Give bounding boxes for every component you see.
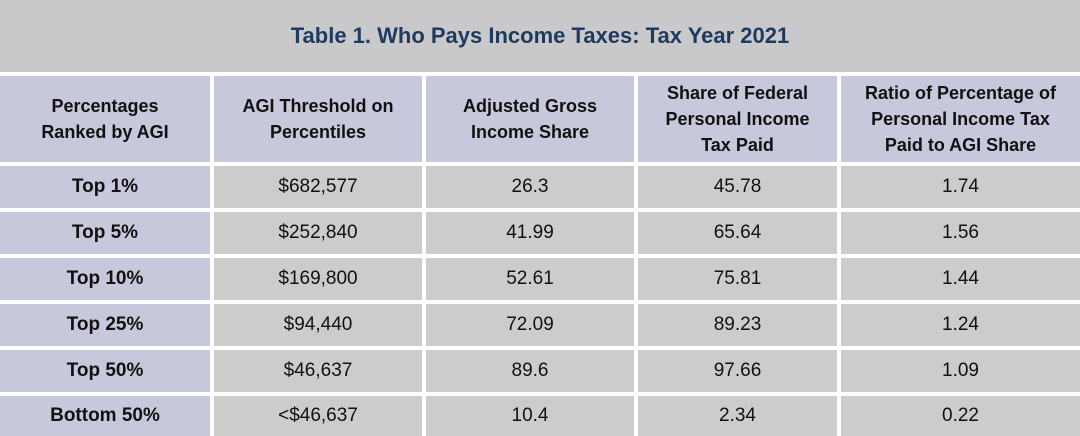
header-line: AGI Threshold on <box>242 96 394 116</box>
header-line: Income Share <box>470 122 590 142</box>
header-line: Paid to AGI Share <box>884 135 1037 155</box>
table-row: Top 25% $94,440 72.09 89.23 1.24 <box>0 300 1080 346</box>
header-line: Ranked by AGI <box>41 122 169 142</box>
header-line: Personal Income <box>665 109 810 129</box>
row-label: Bottom 50% <box>0 392 210 436</box>
row-label: Top 1% <box>0 162 210 208</box>
header-ratio: Ratio of Percentage of Personal Income T… <box>837 72 1080 162</box>
header-agi-share: Adjusted Gross Income Share <box>422 72 634 162</box>
header-percentages-ranked: Percentages Ranked by AGI <box>0 72 210 162</box>
row-label: Top 10% <box>0 254 210 300</box>
table-row: Top 10% $169,800 52.61 75.81 1.44 <box>0 254 1080 300</box>
cell-ratio: 1.56 <box>837 208 1080 254</box>
table-title: Table 1. Who Pays Income Taxes: Tax Year… <box>290 23 790 48</box>
cell-ratio: 1.44 <box>837 254 1080 300</box>
header-line: Percentiles <box>269 122 367 142</box>
row-label: Top 50% <box>0 346 210 392</box>
cell-agi-share: 26.3 <box>422 162 634 208</box>
cell-agi-share: 89.6 <box>422 346 634 392</box>
cell-ratio: 1.74 <box>837 162 1080 208</box>
header-line: Personal Income Tax <box>871 109 1050 129</box>
cell-tax-share: 65.64 <box>634 208 837 254</box>
header-row: Percentages Ranked by AGI AGI Threshold … <box>0 72 1080 162</box>
table-row: Top 50% $46,637 89.6 97.66 1.09 <box>0 346 1080 392</box>
cell-agi-share: 10.4 <box>422 392 634 436</box>
cell-agi-share: 52.61 <box>422 254 634 300</box>
cell-agi-share: 41.99 <box>422 208 634 254</box>
cell-tax-share: 2.34 <box>634 392 837 436</box>
cell-tax-share: 75.81 <box>634 254 837 300</box>
cell-agi-threshold: $169,800 <box>210 254 422 300</box>
table-row: Top 5% $252,840 41.99 65.64 1.56 <box>0 208 1080 254</box>
header-line: Tax Paid <box>701 135 774 155</box>
header-tax-share: Share of Federal Personal Income Tax Pai… <box>634 72 837 162</box>
tax-table: Percentages Ranked by AGI AGI Threshold … <box>0 72 1080 436</box>
table-title-bar: Table 1. Who Pays Income Taxes: Tax Year… <box>0 0 1080 72</box>
header-line: Share of Federal <box>666 83 809 103</box>
row-label: Top 5% <box>0 208 210 254</box>
cell-agi-threshold: <$46,637 <box>210 392 422 436</box>
cell-agi-threshold: $252,840 <box>210 208 422 254</box>
header-line: Adjusted Gross <box>462 96 598 116</box>
header-line: Percentages <box>51 96 159 116</box>
cell-tax-share: 89.23 <box>634 300 837 346</box>
cell-agi-threshold: $682,577 <box>210 162 422 208</box>
header-agi-threshold: AGI Threshold on Percentiles <box>210 72 422 162</box>
cell-agi-share: 72.09 <box>422 300 634 346</box>
cell-ratio: 0.22 <box>837 392 1080 436</box>
row-label: Top 25% <box>0 300 210 346</box>
table-row: Bottom 50% <$46,637 10.4 2.34 0.22 <box>0 392 1080 436</box>
cell-agi-threshold: $94,440 <box>210 300 422 346</box>
table-row: Top 1% $682,577 26.3 45.78 1.74 <box>0 162 1080 208</box>
cell-tax-share: 97.66 <box>634 346 837 392</box>
cell-ratio: 1.24 <box>837 300 1080 346</box>
cell-tax-share: 45.78 <box>634 162 837 208</box>
cell-agi-threshold: $46,637 <box>210 346 422 392</box>
header-line: Ratio of Percentage of <box>864 83 1057 103</box>
cell-ratio: 1.09 <box>837 346 1080 392</box>
